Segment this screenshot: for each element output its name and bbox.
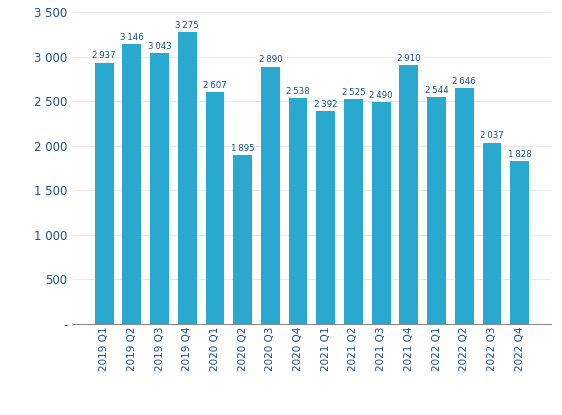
Bar [455, 88, 474, 324]
Text: 2 607: 2 607 [203, 81, 227, 90]
Text: 2 910: 2 910 [397, 54, 421, 63]
Bar [316, 111, 335, 324]
Text: 3 146: 3 146 [120, 33, 144, 42]
Bar [427, 98, 446, 324]
Bar [95, 63, 114, 324]
Text: 2 646: 2 646 [452, 77, 476, 86]
Bar [233, 155, 252, 324]
Bar [510, 161, 529, 324]
Text: 2 890: 2 890 [259, 56, 282, 64]
Text: 2 544: 2 544 [425, 86, 448, 95]
Text: 2 937: 2 937 [92, 51, 116, 60]
Bar [371, 102, 391, 324]
Text: 1 828: 1 828 [507, 150, 532, 159]
Bar [178, 32, 197, 324]
Text: 1 895: 1 895 [231, 144, 255, 153]
Bar [123, 44, 141, 324]
Text: 2 538: 2 538 [286, 87, 310, 96]
Bar [400, 65, 418, 324]
Bar [206, 92, 224, 324]
Text: 2 392: 2 392 [314, 100, 338, 109]
Bar [289, 98, 307, 324]
Bar [483, 142, 501, 324]
Text: 3 275: 3 275 [175, 21, 199, 30]
Bar [344, 99, 363, 324]
Text: 2 490: 2 490 [369, 91, 393, 100]
Text: 2 037: 2 037 [480, 131, 504, 140]
Text: 2 525: 2 525 [342, 88, 365, 97]
Text: 3 043: 3 043 [148, 42, 171, 51]
Bar [261, 67, 280, 324]
Bar [150, 53, 169, 324]
